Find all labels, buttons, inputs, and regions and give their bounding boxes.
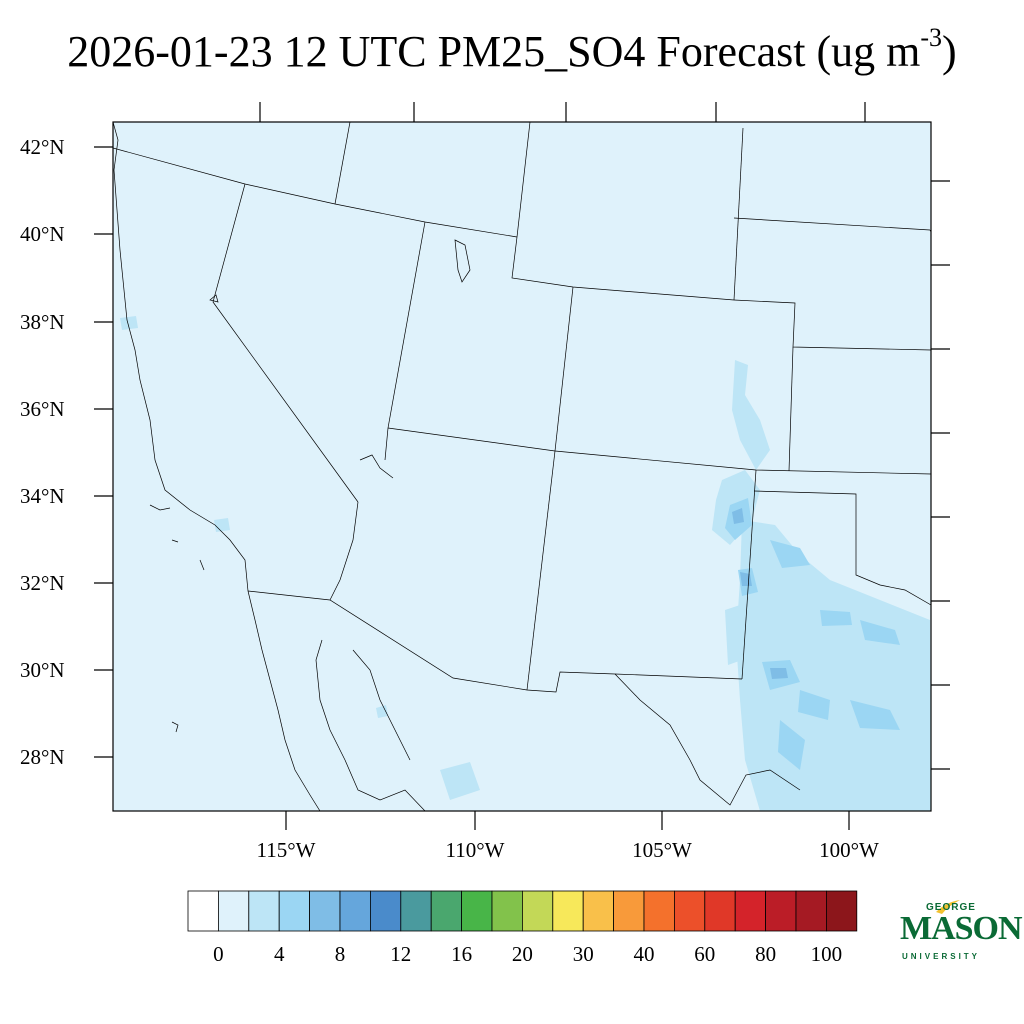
lon-label: 115°W — [257, 838, 316, 862]
colorbar-tick-label: 8 — [335, 942, 346, 966]
longitude-labels: 115°W 110°W 105°W 100°W — [257, 838, 880, 862]
lat-label: 30°N — [20, 658, 65, 682]
colorbar-box — [339, 890, 371, 932]
colorbar-box — [217, 890, 250, 932]
colorbar-box — [369, 890, 402, 932]
left-ticks — [94, 146, 113, 758]
colorbar-box — [765, 890, 797, 932]
colorbar-box — [734, 890, 767, 932]
shading-level-4 — [732, 508, 788, 679]
concentration-fields — [120, 316, 931, 811]
colorbar-tick-label: 12 — [390, 942, 411, 966]
colorbar-tick-label: 0 — [213, 942, 224, 966]
colorbar-tick-label: 16 — [451, 942, 472, 966]
colorbar-box — [187, 890, 219, 932]
logo-main-text: MASON — [900, 910, 1023, 947]
map-frame — [112, 121, 932, 812]
colorbar-labels: 0 4 8 12 16 20 30 40 60 80 100 — [213, 942, 842, 966]
colorbar-box — [704, 890, 736, 932]
title-close: ) — [942, 27, 957, 76]
colorbar-box — [795, 890, 827, 932]
colorbar-tick-label: 80 — [755, 942, 776, 966]
logo-top-text: GEORGE — [926, 902, 976, 913]
colorbar-tick-label: 100 — [811, 942, 843, 966]
gmu-logo: GEORGE MASON UNIVERSITY — [896, 896, 1023, 968]
latitude-labels: 42°N 40°N 38°N 36°N 34°N 32°N 30°N 28°N — [20, 135, 65, 769]
page-title: 2026-01-23 12 UTC PM25_SO4 Forecast (ug … — [0, 23, 1024, 77]
colorbar-box — [643, 890, 675, 932]
colorbar-box — [248, 890, 280, 932]
lat-label: 28°N — [20, 745, 65, 769]
colorbar-box — [826, 890, 858, 932]
colorbar-box — [522, 890, 554, 932]
lat-label: 38°N — [20, 310, 65, 334]
lat-label: 40°N — [20, 222, 65, 246]
boundaries — [113, 122, 931, 811]
colorbar-box — [674, 890, 706, 932]
lat-label: 34°N — [20, 484, 65, 508]
colorbar-box — [430, 890, 463, 932]
title-text: 2026-01-23 12 UTC PM25_SO4 Forecast (ug … — [67, 27, 921, 76]
top-ticks — [259, 102, 866, 122]
colorbar-box — [309, 890, 341, 932]
colorbar-box — [582, 890, 615, 932]
colorbar-tick-label: 4 — [274, 942, 285, 966]
lon-label: 105°W — [632, 838, 692, 862]
colorbar-box — [461, 890, 493, 932]
lon-label: 110°W — [446, 838, 505, 862]
colorbar-tick-label: 30 — [573, 942, 594, 966]
title-exponent: -3 — [920, 23, 943, 53]
colorbar-box — [278, 890, 311, 932]
colorbar-box — [491, 890, 523, 932]
colorbar-tick-label: 20 — [512, 942, 533, 966]
logo-bottom-text: UNIVERSITY — [902, 952, 981, 961]
colorbar — [187, 890, 858, 932]
lat-label: 36°N — [20, 397, 65, 421]
colorbar-box — [552, 890, 584, 932]
lat-label: 42°N — [20, 135, 65, 159]
colorbar-box — [613, 890, 645, 932]
right-ticks — [931, 180, 950, 770]
colorbar-box — [400, 890, 432, 932]
lat-label: 32°N — [20, 571, 65, 595]
colorbar-tick-label: 60 — [694, 942, 715, 966]
lon-label: 100°W — [819, 838, 879, 862]
bottom-ticks — [285, 811, 850, 830]
logo-swoosh-icon — [936, 900, 960, 914]
colorbar-tick-label: 40 — [634, 942, 655, 966]
